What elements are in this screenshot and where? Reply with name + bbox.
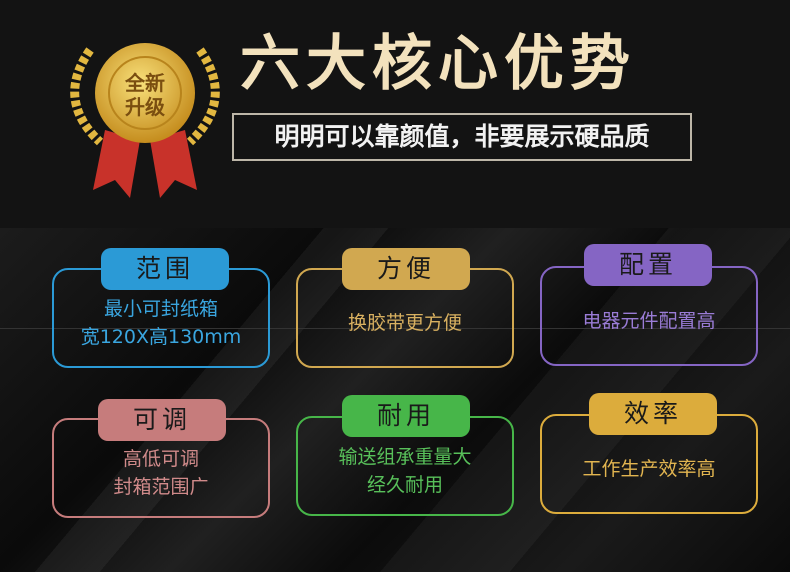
feature-label: 配置 xyxy=(584,244,712,286)
gold-medal-icon: 全新升级 xyxy=(70,43,220,198)
feature-description: 电器元件配置高 xyxy=(582,310,716,332)
feature-label: 范围 xyxy=(101,248,229,290)
feature-card: 高低可调 封箱范围广 xyxy=(52,418,270,518)
divider xyxy=(0,328,790,329)
feature-description: 封箱范围广 xyxy=(113,476,209,498)
feature-description: 输送组承重量大 xyxy=(338,446,472,468)
feature-description: 高低可调 xyxy=(122,448,199,470)
feature-description: 经久耐用 xyxy=(366,474,443,496)
feature-description: 工作生产效率高 xyxy=(582,458,716,480)
feature-label: 方便 xyxy=(342,248,470,290)
feature-description: 宽120X高130mm xyxy=(80,326,242,348)
feature-description: 换胶带更方便 xyxy=(347,312,462,334)
feature-label: 耐用 xyxy=(342,395,470,437)
feature-description: 最小可封纸箱 xyxy=(103,298,218,320)
subtitle-box: 明明可以靠颜值，非要展示硬品质 xyxy=(232,113,692,161)
badge-text: 全新升级 xyxy=(124,71,165,119)
feature-label: 可调 xyxy=(98,399,226,441)
feature-label: 效率 xyxy=(589,393,717,435)
page-title: 六大核心优势 xyxy=(240,29,636,99)
